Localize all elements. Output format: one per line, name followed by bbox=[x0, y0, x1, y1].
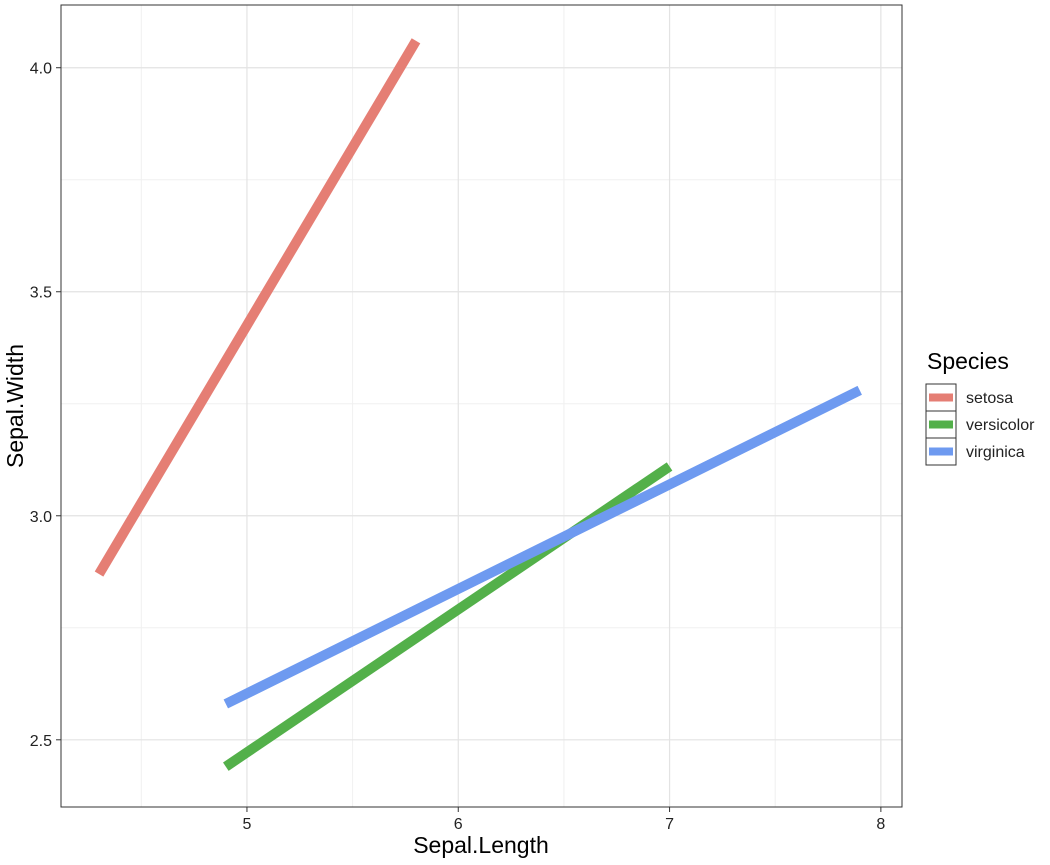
y-tick-label: 3.5 bbox=[30, 285, 52, 302]
x-tick-label: 7 bbox=[665, 816, 674, 833]
y-tick-label: 2.5 bbox=[30, 733, 52, 750]
plot-background bbox=[61, 5, 902, 807]
plot-border bbox=[60, 4, 903, 808]
legend-label: virginica bbox=[966, 444, 1025, 461]
y-tick-label: 4.0 bbox=[30, 61, 52, 78]
legend: Species setosa versicolor virginica bbox=[925, 348, 1035, 466]
legend-item-setosa: setosa bbox=[925, 383, 1013, 412]
x-tick-label: 8 bbox=[876, 816, 885, 833]
y-tick-label: 3.0 bbox=[30, 509, 52, 526]
legend-label: versicolor bbox=[966, 417, 1035, 434]
axes: 5 6 7 8 2.5 3.0 3.5 4.0 bbox=[30, 61, 886, 833]
series-line-virginica bbox=[223, 385, 862, 709]
y-axis-title: Sepal.Width bbox=[2, 344, 28, 468]
x-tick-label: 5 bbox=[242, 816, 251, 833]
legend-item-versicolor: versicolor bbox=[925, 410, 1035, 439]
series-line-setosa bbox=[94, 38, 421, 577]
legend-label: setosa bbox=[966, 390, 1013, 407]
legend-items: setosa versicolor virginica bbox=[925, 383, 1035, 466]
series-lines bbox=[94, 38, 862, 771]
x-tick-label: 6 bbox=[454, 816, 463, 833]
x-axis-title: Sepal.Length bbox=[413, 832, 549, 858]
legend-item-virginica: virginica bbox=[925, 437, 1025, 466]
legend-title: Species bbox=[927, 348, 1009, 374]
